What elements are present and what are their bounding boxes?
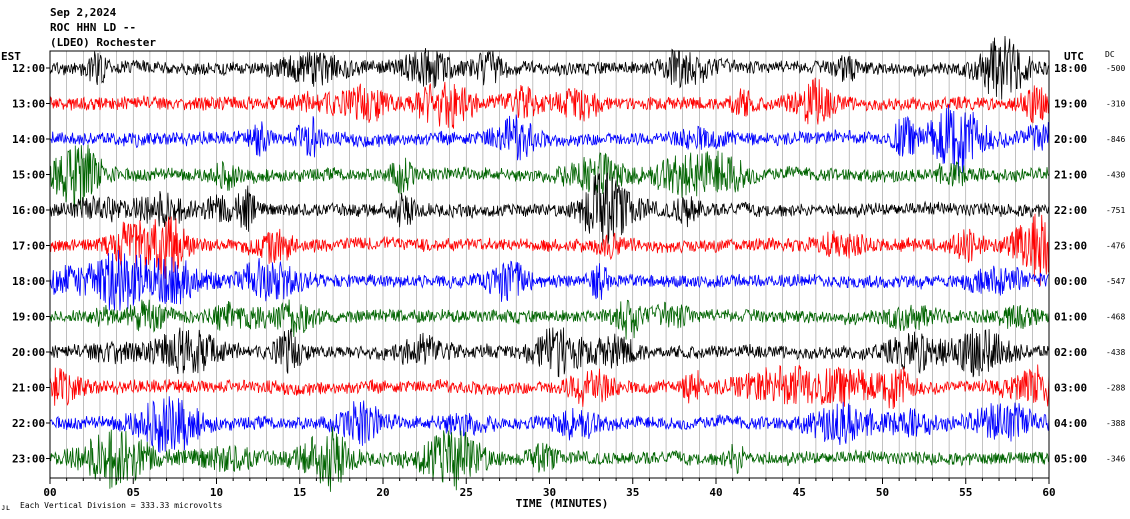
x-tick-label: 25: [460, 486, 473, 499]
dc-offset-value: -346: [1106, 455, 1125, 464]
x-tick-label: 00: [43, 486, 56, 499]
local-hour-label: 23:00: [12, 453, 45, 466]
dc-offset-value: -310: [1106, 100, 1125, 109]
x-tick-label: 30: [543, 486, 556, 499]
trace-row-12: [49, 426, 1050, 492]
x-tick-label: 60: [1042, 486, 1055, 499]
utc-hour-label: 21:00: [1054, 169, 1087, 182]
right-axis-label: UTC: [1064, 50, 1084, 63]
utc-hour-label: 22:00: [1054, 204, 1087, 217]
utc-hour-label: 01:00: [1054, 311, 1087, 324]
local-hour-label: 19:00: [12, 311, 45, 324]
local-hour-label: 21:00: [12, 382, 45, 395]
utc-hour-label: 23:00: [1054, 240, 1087, 253]
left-axis-label: EST: [1, 50, 21, 63]
row-labels: 12:00 18:00 -500 13:00 19:00 -310 14:00 20:00 -8…: [12, 62, 1125, 466]
dc-offset-value: -288: [1106, 384, 1125, 393]
trace-row-11: [49, 396, 1050, 453]
trace-row-7: [49, 250, 1050, 311]
dc-offset-value: -846: [1106, 135, 1125, 144]
dc-offset-value: -476: [1106, 242, 1125, 251]
x-tick-label: 10: [210, 486, 223, 499]
header-station: ROC HHN LD --: [50, 21, 136, 34]
dc-offset-value: -468: [1106, 313, 1125, 322]
local-hour-label: 22:00: [12, 417, 45, 430]
utc-hour-label: 00:00: [1054, 275, 1087, 288]
x-tick-label: 05: [127, 486, 140, 499]
x-tick-label: 20: [376, 486, 389, 499]
local-hour-label: 12:00: [12, 62, 45, 75]
dc-offset-value: -388: [1106, 419, 1125, 428]
x-tick-label: 45: [793, 486, 806, 499]
dc-offset-value: -500: [1106, 64, 1125, 73]
x-tick-label: 55: [959, 486, 972, 499]
plot-frame: [49, 50, 1050, 479]
local-hour-label: 16:00: [12, 204, 45, 217]
dc-offset-value: -430: [1106, 171, 1125, 180]
dc-label: DC: [1105, 50, 1115, 59]
trace-row-5: [49, 172, 1050, 246]
x-tick-label: 50: [876, 486, 889, 499]
trace-row-10: [49, 364, 1050, 410]
corner-mark: ᴊʟ: [1, 503, 11, 512]
utc-hour-label: 18:00: [1054, 62, 1087, 75]
local-hour-label: 20:00: [12, 346, 45, 359]
local-hour-label: 15:00: [12, 169, 45, 182]
utc-hour-label: 04:00: [1054, 417, 1087, 430]
trace-row-8: [49, 299, 1050, 340]
trace-row-6: [49, 213, 1050, 286]
local-hour-label: 17:00: [12, 240, 45, 253]
local-hour-label: 13:00: [12, 98, 45, 111]
x-tick-label: 35: [626, 486, 639, 499]
header-date: Sep 2,2024: [50, 6, 117, 19]
dc-offset-value: -547: [1106, 277, 1125, 286]
header-network: (LDEO) Rochester: [50, 36, 156, 49]
vertical-division-note: Each Vertical Division = 333.33 microvol…: [20, 501, 222, 510]
utc-hour-label: 05:00: [1054, 453, 1087, 466]
x-axis-ticks: 00 05 10 15 20 25 30 35 40 45 50 55 60: [43, 478, 1056, 499]
traces: [49, 35, 1050, 492]
trace-row-9: [49, 327, 1050, 378]
utc-hour-label: 19:00: [1054, 98, 1087, 111]
x-axis-title: TIME (MINUTES): [516, 497, 609, 510]
trace-row-3: [49, 104, 1050, 177]
local-hour-label: 14:00: [12, 133, 45, 146]
trace-row-1: [49, 35, 1050, 100]
trace-row-4: [49, 144, 1050, 210]
x-tick-label: 15: [293, 486, 306, 499]
utc-hour-label: 03:00: [1054, 382, 1087, 395]
trace-row-2: [49, 77, 1050, 129]
grid: [49, 51, 1050, 478]
utc-hour-label: 02:00: [1054, 346, 1087, 359]
x-tick-label: 40: [709, 486, 722, 499]
dc-offset-value: -438: [1106, 348, 1125, 357]
local-hour-label: 18:00: [12, 275, 45, 288]
utc-hour-label: 20:00: [1054, 133, 1087, 146]
dc-offset-value: -751: [1106, 206, 1125, 215]
